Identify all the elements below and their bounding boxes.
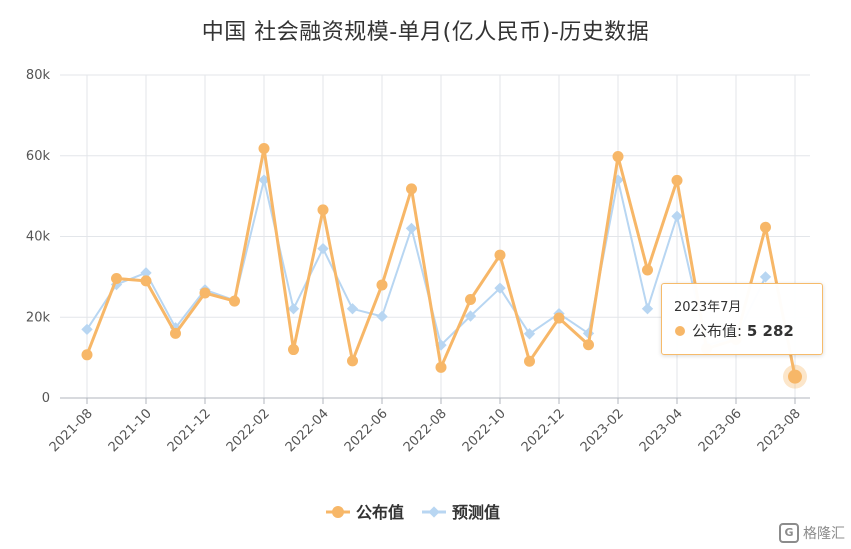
published-point: [553, 312, 565, 324]
x-tick-label: 2022-06: [342, 406, 391, 455]
forecast-point: [81, 323, 93, 336]
forecast-point: [671, 210, 683, 222]
tooltip-value: 5 282: [746, 322, 794, 340]
forecast-point: [405, 222, 418, 235]
forecast-point: [317, 242, 329, 255]
published-point: [406, 183, 417, 195]
forecast-point: [641, 303, 654, 315]
y-tick-label: 80k: [26, 68, 51, 83]
x-tick-label: 2023-04: [637, 406, 686, 455]
y-tick-label: 20k: [26, 310, 51, 325]
legend-marker-icon: [332, 506, 344, 518]
x-tick-label: 2023-08: [755, 406, 804, 455]
published-point: [760, 221, 771, 233]
published-point: [140, 275, 152, 287]
legend-marker-icon: [428, 506, 440, 518]
x-tick-label: 2021-08: [47, 406, 96, 455]
forecast-point: [759, 271, 772, 283]
tooltip-series-name: 公布值: [692, 322, 738, 340]
x-tick-label: 2021-12: [165, 406, 214, 455]
gelonghui-logo-icon: G: [779, 523, 799, 543]
forecast-point: [287, 303, 300, 315]
legend-item[interactable]: 公布值: [326, 503, 404, 522]
published-point: [494, 249, 506, 261]
tooltip-series-dot-icon: [675, 326, 685, 336]
forecast-point: [494, 282, 506, 294]
x-tick-label: 2022-04: [283, 406, 332, 455]
published-point: [612, 151, 624, 163]
forecast-point: [140, 267, 152, 279]
y-tick-label: 60k: [26, 149, 51, 164]
published-point: [81, 349, 93, 361]
tooltip-date: 2023年7月: [674, 300, 742, 315]
published-point: [583, 339, 594, 351]
published-point: [642, 264, 653, 276]
published-point: [524, 355, 535, 367]
published-point: [376, 279, 388, 291]
chart-title: 中国 社会融资规模-单月(亿人民币)-历史数据: [201, 20, 650, 45]
x-tick-label: 2023-06: [696, 406, 745, 455]
x-tick-label: 2021-10: [106, 406, 155, 455]
x-tick-label: 2022-08: [401, 406, 450, 455]
published-point: [258, 142, 270, 154]
forecast-point: [464, 310, 477, 322]
published-point: [111, 272, 122, 284]
forecast-point: [523, 328, 536, 340]
watermark: G 格隆汇: [779, 523, 845, 543]
legend-label: 公布值: [356, 503, 404, 522]
watermark-text: 格隆汇: [803, 526, 845, 542]
x-tick-label: 2023-02: [578, 406, 627, 455]
data-tooltip: 2023年7月 公布值: 5 282: [661, 283, 823, 355]
y-tick-label: 40k: [26, 230, 51, 245]
x-tick-label: 2022-12: [519, 406, 568, 455]
x-tick-label: 2022-10: [460, 406, 509, 455]
published-point: [671, 174, 683, 186]
y-tick-label: 0: [42, 391, 50, 406]
forecast-point: [376, 310, 388, 323]
published-point: [788, 369, 802, 384]
legend[interactable]: 公布值 预测值: [326, 503, 500, 522]
published-point: [229, 295, 240, 307]
published-point: [317, 204, 329, 216]
published-point: [435, 361, 447, 373]
published-point: [465, 293, 476, 305]
forecast-point: [346, 303, 359, 315]
published-point: [347, 355, 358, 367]
legend-item[interactable]: 预测值: [422, 503, 500, 522]
published-point: [170, 327, 181, 339]
tooltip-series: 公布值: 5 282: [692, 322, 794, 340]
published-point: [288, 344, 299, 356]
x-tick-label: 2022-02: [224, 406, 273, 455]
published-point: [199, 287, 211, 299]
legend-label: 预测值: [452, 503, 500, 522]
